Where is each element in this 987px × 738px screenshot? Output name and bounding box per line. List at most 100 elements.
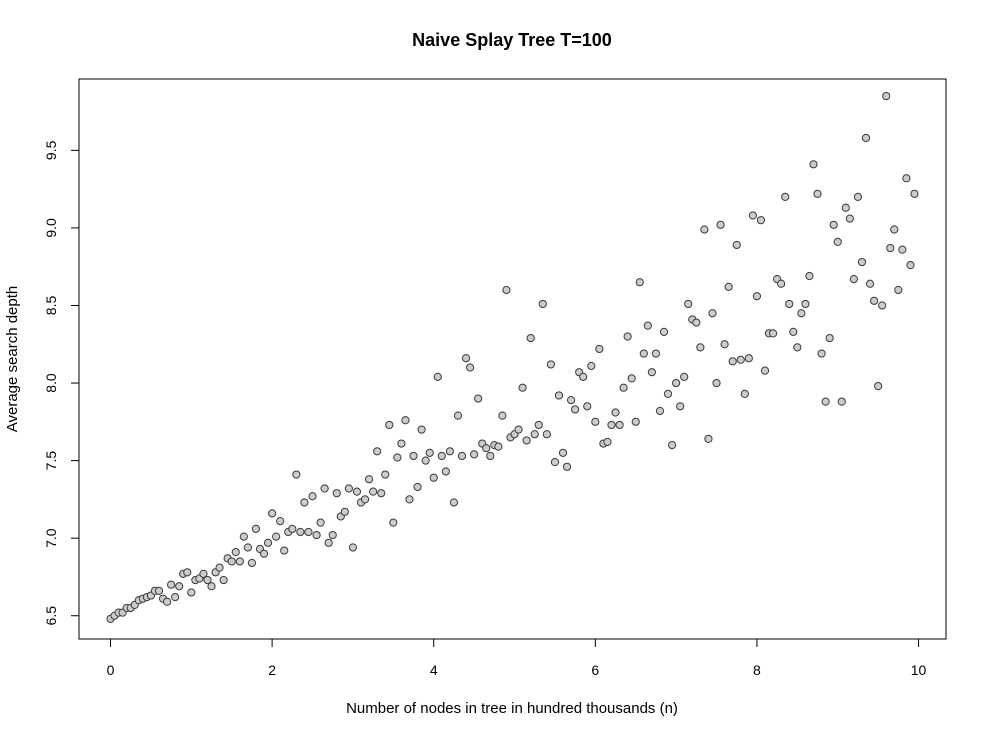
- data-point: [219, 575, 228, 585]
- data-point: [461, 354, 471, 363]
- data-point: [231, 548, 240, 557]
- data-point: [595, 344, 604, 354]
- data-point: [441, 467, 450, 476]
- data-point: [514, 425, 523, 434]
- data-point: [708, 309, 717, 318]
- data-point: [805, 271, 814, 281]
- data-point: [748, 211, 757, 220]
- data-point: [579, 372, 588, 381]
- data-point: [720, 340, 729, 349]
- data-point: [882, 91, 891, 101]
- data-point: [728, 357, 737, 366]
- data-point: [716, 220, 725, 229]
- y-tick-label: 7.5: [43, 451, 59, 471]
- data-point: [607, 420, 616, 430]
- y-axis-label: Average search depth: [4, 286, 21, 433]
- data-point: [768, 329, 778, 338]
- x-tick-label: 4: [430, 662, 438, 678]
- data-point: [821, 397, 830, 406]
- data-point: [756, 216, 766, 225]
- data-point: [352, 487, 362, 496]
- data-point: [562, 462, 572, 471]
- data-point: [874, 382, 883, 391]
- x-axis-label: Number of nodes in tree in hundred thous…: [346, 700, 678, 717]
- data-point: [296, 527, 305, 537]
- x-axis: 0 2 4 6 8 10: [107, 638, 927, 678]
- data-point: [793, 343, 802, 352]
- data-point: [227, 557, 236, 566]
- data-point: [364, 475, 374, 484]
- data-point: [591, 417, 600, 426]
- data-point: [571, 405, 580, 414]
- data-point: [619, 383, 628, 392]
- data-point: [663, 389, 673, 399]
- data-point: [304, 527, 313, 537]
- data-point: [809, 160, 818, 169]
- data-point: [417, 425, 426, 434]
- data-point: [825, 333, 834, 343]
- data-point: [837, 397, 846, 406]
- data-point: [502, 285, 511, 295]
- data-point: [171, 593, 180, 602]
- data-point: [813, 189, 822, 198]
- data-point: [680, 372, 689, 381]
- data-point: [276, 517, 285, 526]
- data-point: [340, 507, 349, 516]
- x-tick-label: 6: [591, 662, 599, 678]
- data-point: [534, 420, 543, 430]
- data-point: [684, 299, 693, 309]
- data-point: [886, 243, 895, 253]
- data-point: [263, 538, 273, 547]
- data-point: [829, 220, 838, 229]
- data-point: [700, 225, 709, 234]
- data-point: [243, 543, 252, 552]
- x-tick-label: 0: [107, 662, 115, 678]
- data-point: [494, 442, 503, 451]
- data-point: [259, 549, 269, 558]
- data-point: [744, 354, 753, 363]
- data-point: [300, 498, 309, 507]
- data-point: [833, 237, 842, 246]
- data-point: [898, 245, 907, 254]
- x-tick-label: 2: [268, 662, 276, 678]
- data-point: [603, 437, 612, 447]
- chart-title: Naive Splay Tree T=100: [412, 30, 612, 50]
- data-point: [498, 411, 507, 420]
- data-point: [215, 563, 224, 572]
- data-point: [207, 582, 216, 591]
- data-point: [550, 458, 560, 467]
- data-point: [397, 439, 406, 448]
- data-point: [611, 408, 620, 417]
- data-point: [639, 349, 648, 358]
- data-point: [268, 509, 277, 518]
- data-point: [845, 214, 854, 223]
- data-point: [288, 524, 297, 533]
- data-point: [320, 484, 329, 493]
- data-point: [752, 292, 762, 301]
- y-tick-label: 7.0: [43, 528, 59, 548]
- data-point: [635, 278, 644, 287]
- data-point: [437, 451, 446, 461]
- data-point: [373, 447, 382, 456]
- data-point: [405, 495, 414, 504]
- data-point: [651, 349, 661, 358]
- data-point: [453, 411, 463, 420]
- data-point: [817, 349, 826, 358]
- data-point: [558, 448, 568, 457]
- data-point: [332, 489, 341, 498]
- data-point: [433, 372, 442, 381]
- data-point: [777, 279, 786, 288]
- data-point: [377, 489, 386, 498]
- data-point: [849, 275, 858, 284]
- data-point: [369, 487, 378, 496]
- data-point: [583, 402, 592, 411]
- data-point: [401, 416, 410, 425]
- data-point: [167, 580, 176, 589]
- data-point: [425, 448, 434, 457]
- y-tick-label: 8.5: [43, 296, 59, 316]
- data-point: [518, 383, 527, 392]
- data-point: [385, 420, 394, 430]
- data-point: [789, 327, 798, 336]
- data-point: [175, 582, 184, 591]
- data-point: [187, 588, 196, 597]
